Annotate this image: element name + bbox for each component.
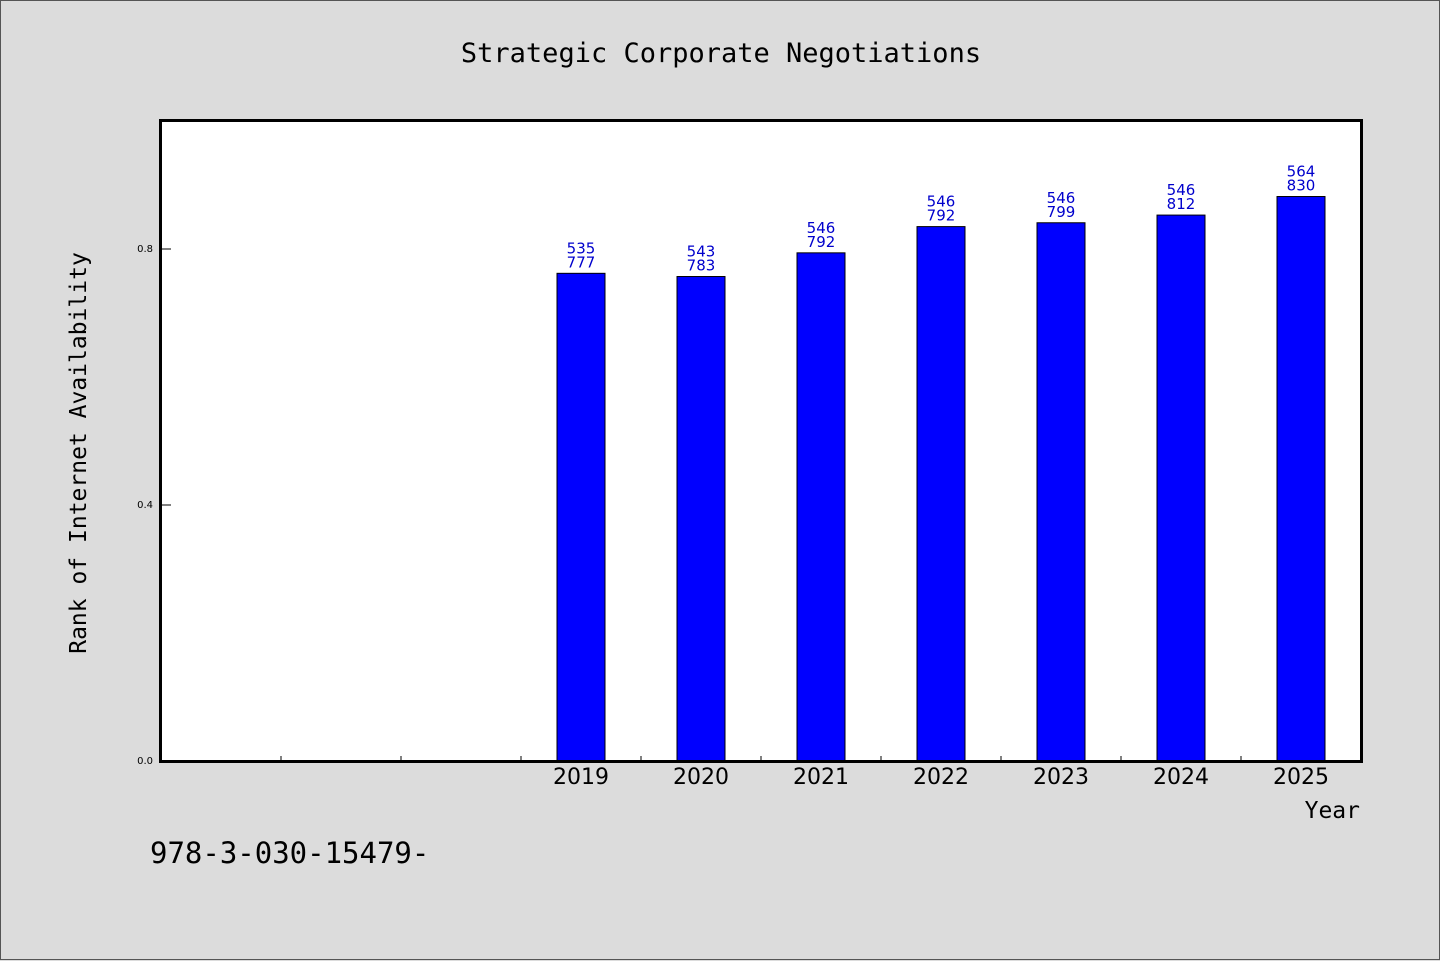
plot-border — [159, 119, 1363, 763]
data-label: 792 — [807, 233, 836, 251]
data-labels-group: 5357775437835467925467925467995468125648… — [567, 163, 1316, 275]
data-label: 546 — [807, 219, 836, 237]
bar — [1276, 196, 1326, 762]
footer-text: 978-3-030-15479- — [150, 836, 429, 870]
data-label: 812 — [1167, 195, 1196, 213]
x-tick-label: 2025 — [1273, 765, 1329, 790]
bar — [916, 226, 966, 762]
y-axis-label: Rank of Internet Availability — [66, 252, 92, 654]
data-label: 830 — [1287, 177, 1316, 195]
data-label: 546 — [1167, 181, 1196, 199]
bar — [1036, 222, 1086, 762]
data-label: 546 — [1047, 189, 1076, 207]
data-label: 564 — [1287, 163, 1316, 181]
x-tick-label: 2023 — [1033, 765, 1089, 790]
data-label: 546 — [927, 193, 956, 211]
data-label: 535 — [567, 239, 596, 257]
x-tick-label: 2021 — [793, 765, 849, 790]
data-label: 799 — [1047, 203, 1076, 221]
y-tick-label: 0.8 — [137, 244, 153, 255]
x-tick-label: 2019 — [553, 765, 609, 790]
bars-group — [556, 196, 1326, 762]
x-axis-label: Year — [1305, 798, 1360, 824]
data-label: 783 — [687, 257, 716, 275]
bar — [556, 272, 606, 762]
x-tick-label: 2024 — [1153, 765, 1209, 790]
chart-title: Strategic Corporate Negotiations — [461, 38, 981, 69]
x-tick-label: 2022 — [913, 765, 969, 790]
data-label: 777 — [567, 253, 596, 271]
bar — [796, 252, 846, 762]
y-tick-label: 0.4 — [137, 500, 153, 511]
data-label: 543 — [687, 243, 716, 261]
y-tick-label: 0.0 — [137, 756, 153, 767]
x-ticks-group: 2019 2020 2021 2022 2023 2024 2025 — [280, 756, 1329, 790]
bar — [676, 276, 726, 762]
data-label: 792 — [927, 207, 956, 225]
x-tick-label: 2020 — [673, 765, 729, 790]
bar — [1156, 214, 1206, 762]
